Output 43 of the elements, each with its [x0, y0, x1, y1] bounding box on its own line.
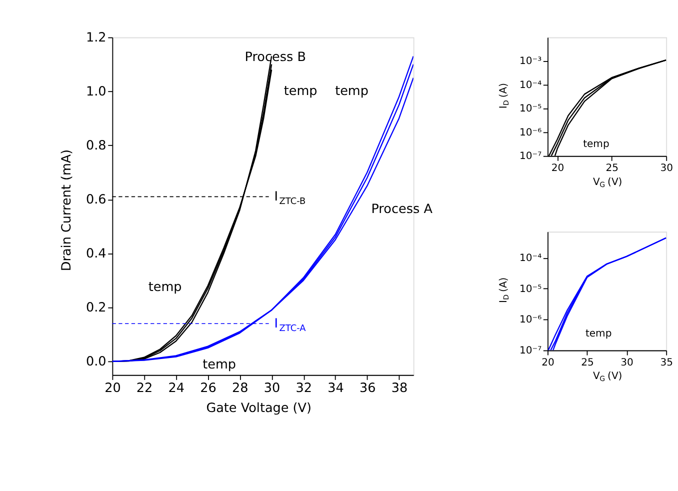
- y-tick-label: 10⁻⁴: [520, 80, 542, 91]
- x-tick-label: 32: [296, 380, 312, 396]
- x-tick-label: 25: [581, 357, 594, 368]
- annotation: temp: [583, 138, 610, 150]
- x-tick-label: 22: [136, 380, 153, 396]
- y-tick-label: 0.4: [86, 246, 106, 262]
- x-tick-label: 25: [606, 162, 619, 174]
- y-tick-label: 10⁻⁶: [520, 127, 542, 138]
- annotation: Process A: [371, 202, 433, 218]
- y-tick-label: 0.6: [86, 192, 106, 208]
- x-tick-label: 26: [200, 380, 216, 396]
- annotation: temp: [148, 280, 182, 295]
- y-tick-label: 10⁻⁵: [520, 284, 542, 295]
- annotation: temp: [202, 357, 236, 372]
- x-tick-label: 36: [359, 380, 376, 396]
- y-tick-label: 10⁻⁶: [520, 314, 542, 326]
- y-axis-title: Drain Current (mA): [59, 149, 74, 272]
- y-tick-label: 10⁻⁴: [520, 252, 542, 264]
- annotation: temp: [284, 84, 318, 99]
- y-tick-label: 1.0: [86, 84, 106, 100]
- x-tick-label: 30: [620, 357, 634, 368]
- y-tick-label: 10⁻⁷: [520, 151, 542, 162]
- x-tick-label: 35: [660, 357, 673, 368]
- x-tick-label: 38: [391, 380, 408, 396]
- x-tick-label: 24: [168, 380, 185, 396]
- annotation: Process B: [244, 50, 306, 66]
- y-tick-label: 10⁻⁵: [520, 104, 542, 115]
- annotation: temp: [585, 328, 612, 340]
- y-tick-label: 0.8: [86, 138, 106, 154]
- y-tick-label: 10⁻⁷: [520, 345, 542, 356]
- x-tick-label: 28: [232, 380, 248, 396]
- x-tick-label: 20: [542, 357, 554, 368]
- annotation: temp: [335, 84, 368, 99]
- x-tick-label: 30: [660, 162, 673, 174]
- x-tick-label: 20: [104, 380, 121, 396]
- x-tick-label: 34: [328, 380, 344, 396]
- x-tick-label: 30: [264, 380, 280, 396]
- y-tick-label: 0.2: [86, 300, 106, 316]
- x-tick-label: 20: [551, 162, 564, 174]
- y-tick-label: 10⁻³: [520, 56, 542, 68]
- y-tick-label: 0.0: [86, 354, 106, 370]
- x-axis-title: Gate Voltage (V): [206, 400, 312, 416]
- y-tick-label: 1.2: [86, 30, 106, 46]
